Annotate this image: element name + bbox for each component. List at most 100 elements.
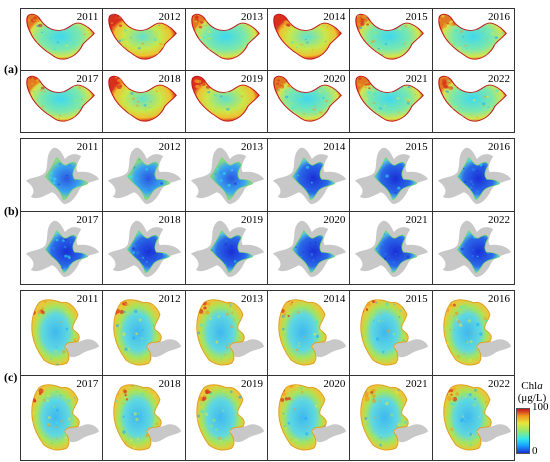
lake-map-b bbox=[291, 157, 336, 200]
lake-bay-gray bbox=[229, 339, 264, 358]
lake-map bbox=[190, 220, 264, 277]
panel-b: 2011 2012 2013 2014 2015 2016 2017 2018 2019 2020… bbox=[20, 138, 515, 285]
lake-map-c bbox=[31, 299, 80, 366]
map-cell: 2017 bbox=[20, 211, 104, 285]
lake-texture bbox=[114, 384, 162, 450]
year-label: 2014 bbox=[323, 293, 346, 305]
map-cell: 2014 bbox=[267, 8, 351, 71]
lake-map bbox=[437, 75, 507, 122]
lake-map bbox=[442, 299, 511, 366]
map-cell: 2021 bbox=[349, 70, 433, 133]
lake-map bbox=[360, 299, 429, 366]
map-cell: 2013 bbox=[184, 290, 268, 376]
year-label: 2018 bbox=[158, 378, 181, 390]
map-cell: 2012 bbox=[102, 290, 186, 376]
lake-bay-gray bbox=[394, 339, 429, 358]
lake-map bbox=[108, 220, 182, 277]
year-label: 2022 bbox=[487, 214, 510, 226]
map-cell: 2020 bbox=[267, 70, 351, 133]
map-cell: 2015 bbox=[349, 290, 433, 376]
colorbar-legend: Chla (μg/L) 100 0 bbox=[514, 380, 550, 462]
lake-map bbox=[108, 75, 178, 122]
map-cell: 2012 bbox=[102, 8, 186, 71]
year-label: 2022 bbox=[487, 73, 510, 85]
legend-title-text: Chl bbox=[521, 380, 538, 392]
lake-map bbox=[108, 13, 178, 60]
lake-map bbox=[113, 299, 182, 366]
lake-map bbox=[437, 13, 507, 60]
lake-texture bbox=[443, 299, 491, 363]
lake-map bbox=[278, 384, 347, 451]
map-cell: 2022 bbox=[431, 70, 515, 133]
lake-map bbox=[113, 384, 182, 451]
year-label: 2017 bbox=[76, 73, 99, 85]
legend-max-label: 100 bbox=[532, 401, 549, 413]
map-cell: 2016 bbox=[431, 290, 515, 376]
lake-map-c bbox=[195, 384, 245, 451]
year-label: 2019 bbox=[240, 378, 263, 390]
lake-bay-gray bbox=[394, 424, 429, 443]
lake-map bbox=[272, 220, 347, 277]
lake-map-b bbox=[209, 230, 253, 273]
year-label: 2012 bbox=[158, 293, 181, 305]
lake-map bbox=[190, 147, 264, 204]
year-label: 2012 bbox=[158, 141, 181, 153]
map-cell: 2017 bbox=[20, 375, 104, 461]
panel-label: (a) bbox=[4, 62, 18, 76]
map-cell: 2016 bbox=[431, 8, 515, 71]
year-label: 2017 bbox=[76, 378, 99, 390]
lake-map-a bbox=[190, 13, 260, 60]
lake-map bbox=[31, 384, 100, 451]
year-label: 2011 bbox=[76, 293, 99, 305]
year-label: 2015 bbox=[405, 141, 428, 153]
year-label: 2018 bbox=[158, 73, 181, 85]
lake-map bbox=[108, 147, 182, 204]
lake-map-b bbox=[44, 157, 89, 200]
lake-map bbox=[437, 147, 511, 204]
map-cell: 2021 bbox=[349, 375, 433, 461]
lake-map-c bbox=[360, 299, 410, 366]
map-cell: 2011 bbox=[20, 8, 104, 71]
lake-map-a bbox=[437, 13, 507, 60]
year-label: 2015 bbox=[405, 293, 428, 305]
map-cell: 2019 bbox=[184, 211, 268, 285]
lake-map bbox=[355, 147, 429, 204]
lake-map-b bbox=[127, 157, 171, 200]
lake-map bbox=[195, 384, 264, 451]
lake-map bbox=[442, 384, 511, 451]
lake-map-b bbox=[44, 230, 89, 273]
year-label: 2015 bbox=[405, 11, 428, 23]
lake-bay-gray bbox=[311, 339, 347, 358]
lake-bay-gray bbox=[311, 424, 347, 443]
map-cell: 2018 bbox=[102, 211, 186, 285]
year-label: 2011 bbox=[76, 141, 99, 153]
lake-map bbox=[273, 13, 342, 60]
lake-bay-gray bbox=[476, 424, 511, 443]
panel-label: (c) bbox=[4, 370, 18, 384]
lake-map bbox=[190, 13, 260, 60]
map-cell: 2011 bbox=[20, 138, 104, 212]
panel-c: 2011 2012 2013 2014 2015 2016 2017 2018 2019 2020… bbox=[20, 290, 515, 461]
map-cell: 2014 bbox=[267, 138, 351, 212]
lake-map bbox=[355, 220, 429, 277]
year-label: 2020 bbox=[323, 378, 346, 390]
lake-map bbox=[31, 299, 100, 366]
year-label: 2013 bbox=[240, 141, 263, 153]
year-label: 2016 bbox=[487, 11, 510, 23]
year-label: 2021 bbox=[405, 73, 428, 85]
lake-map bbox=[195, 299, 264, 366]
map-cell: 2019 bbox=[184, 70, 268, 133]
year-label: 2022 bbox=[487, 378, 510, 390]
lake-map-c bbox=[278, 384, 327, 451]
year-label: 2014 bbox=[323, 141, 346, 153]
map-cell: 2013 bbox=[184, 138, 268, 212]
year-label: 2021 bbox=[405, 378, 428, 390]
map-cell: 2018 bbox=[102, 70, 186, 133]
lake-map bbox=[26, 13, 95, 60]
year-label: 2013 bbox=[240, 293, 263, 305]
legend-color-ramp bbox=[516, 408, 530, 454]
map-cell: 2018 bbox=[102, 375, 186, 461]
year-label: 2016 bbox=[487, 293, 510, 305]
map-cell: 2015 bbox=[349, 138, 433, 212]
year-label: 2013 bbox=[240, 11, 263, 23]
